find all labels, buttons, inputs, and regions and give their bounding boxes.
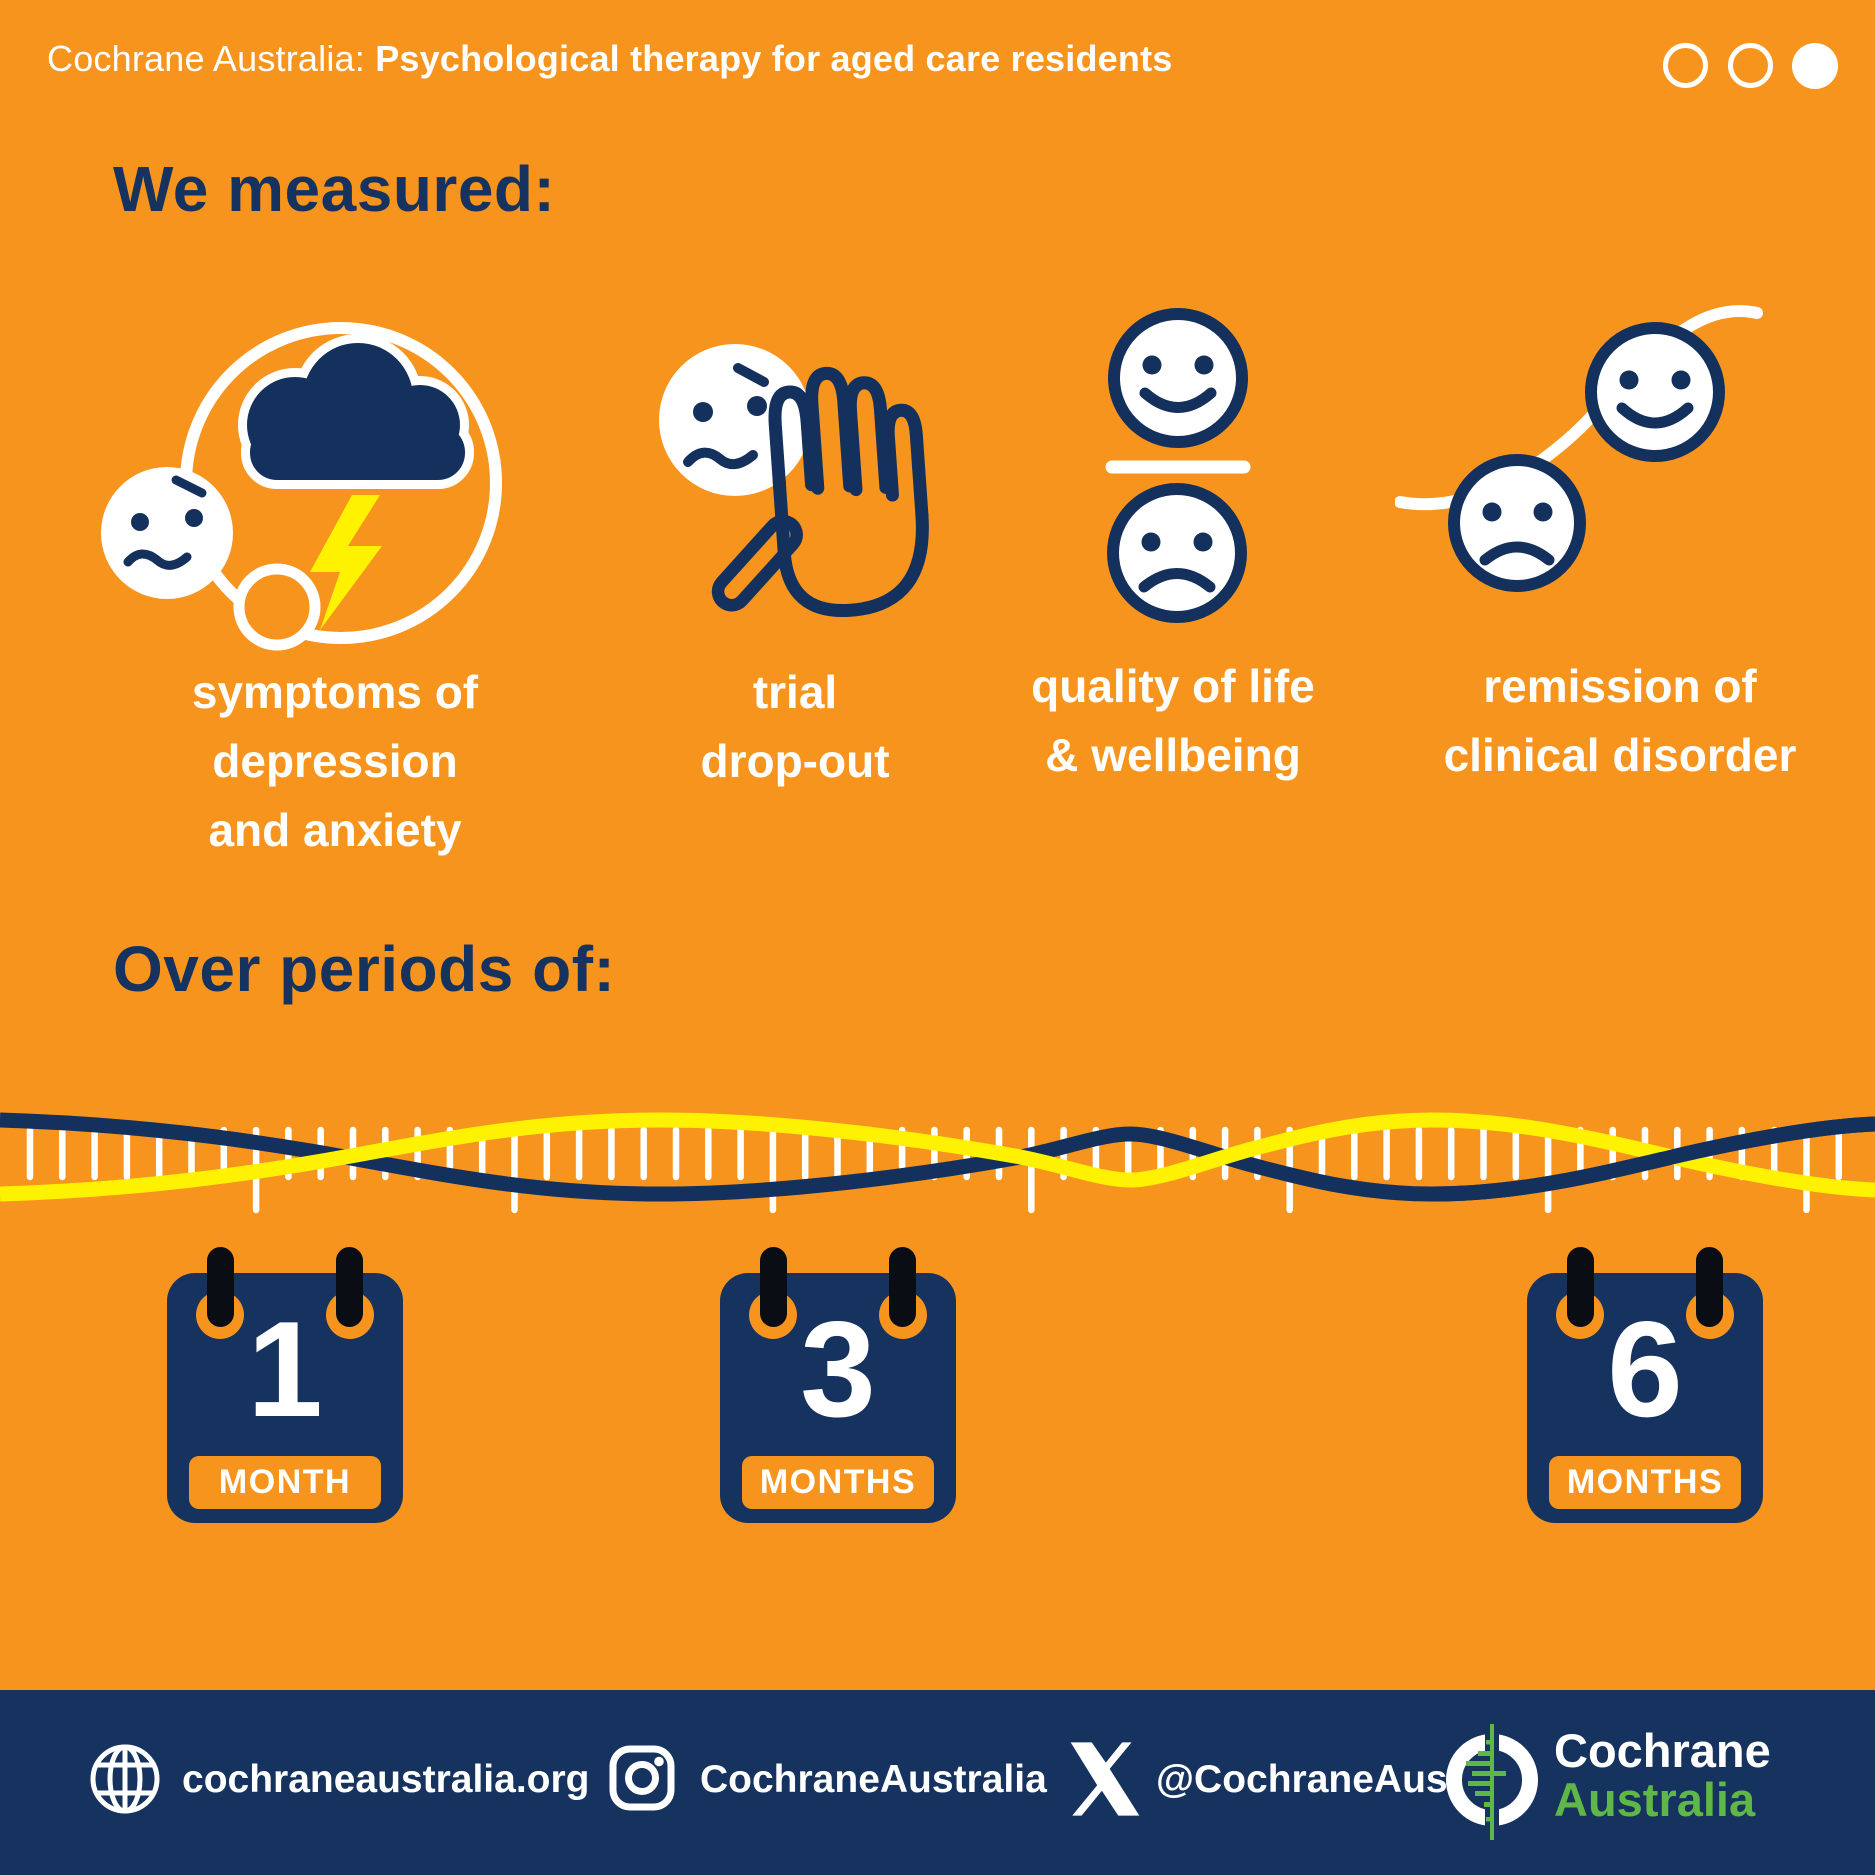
- footer-bar: [0, 1690, 1875, 1875]
- calendar-value: 6: [1607, 1293, 1683, 1445]
- footer-x-handle[interactable]: @CochraneAus: [1156, 1758, 1448, 1801]
- sad-face-icon: [1448, 454, 1586, 592]
- yellow-wave: [0, 1112, 1875, 1202]
- calendar-value: 3: [800, 1293, 876, 1445]
- timeline-wave: [0, 1112, 1875, 1214]
- section-heading-we-measured: We measured:: [113, 153, 556, 225]
- pagination-dot-2[interactable]: [1728, 43, 1773, 88]
- calendar-1-month: 1 MONTH: [167, 1247, 403, 1523]
- recovery-faces-curve-icon: [1395, 305, 1763, 592]
- lightning-bolt-icon: [310, 495, 382, 630]
- smiley-face-icon: [1108, 308, 1248, 448]
- calendar-unit: MONTHS: [1549, 1456, 1741, 1509]
- footer-website-link[interactable]: cochraneaustralia.org: [182, 1758, 590, 1801]
- hand-outline: [711, 366, 929, 618]
- calendar-unit: MONTH: [189, 1456, 381, 1509]
- header-brand-prefix: Cochrane Australia:: [47, 38, 376, 79]
- stop-hand-icon: [659, 344, 929, 618]
- footer-logo-region: Australia: [1554, 1773, 1756, 1826]
- header-title: Cochrane Australia: Psychological therap…: [47, 38, 1172, 80]
- x-icon[interactable]: [1066, 1740, 1144, 1818]
- section-heading-over-periods: Over periods of:: [113, 933, 616, 1005]
- measure-label-2: trial drop-out: [700, 666, 890, 787]
- sad-face-icon: [1107, 483, 1247, 623]
- calendar-value: 1: [247, 1293, 323, 1445]
- footer-logo-name: Cochrane: [1554, 1724, 1771, 1777]
- storm-cloud-mind-icon: [101, 322, 502, 651]
- measure-label-4: remission of clinical disorder: [1443, 660, 1797, 781]
- calendar-unit: MONTHS: [742, 1456, 934, 1509]
- header-title-bold: Psychological therapy for aged care resi…: [375, 38, 1173, 79]
- instagram-icon[interactable]: [608, 1744, 676, 1812]
- globe-icon: [90, 1744, 160, 1814]
- cochrane-logo-icon: [1446, 1724, 1538, 1840]
- thought-bubble-tail: [233, 563, 321, 651]
- pagination-dot-3-active[interactable]: [1792, 43, 1838, 89]
- happy-sad-faces-icon: [1105, 308, 1251, 623]
- happy-face-icon: [1585, 322, 1725, 462]
- storm-cloud: [238, 334, 474, 489]
- calendar-6-months: 6 MONTHS: [1527, 1247, 1763, 1523]
- measure-label-3: quality of life & wellbeing: [1031, 660, 1315, 781]
- pagination-dot-1[interactable]: [1663, 43, 1708, 88]
- worried-face-icon: [101, 467, 233, 599]
- worried-face-icon: [659, 344, 811, 496]
- measure-label-1: symptoms of depression and anxiety: [191, 666, 479, 856]
- calendar-3-months: 3 MONTHS: [720, 1247, 956, 1523]
- footer-instagram-handle[interactable]: CochraneAustralia: [700, 1758, 1047, 1801]
- navy-wave-overlap: [1431, 1116, 1875, 1202]
